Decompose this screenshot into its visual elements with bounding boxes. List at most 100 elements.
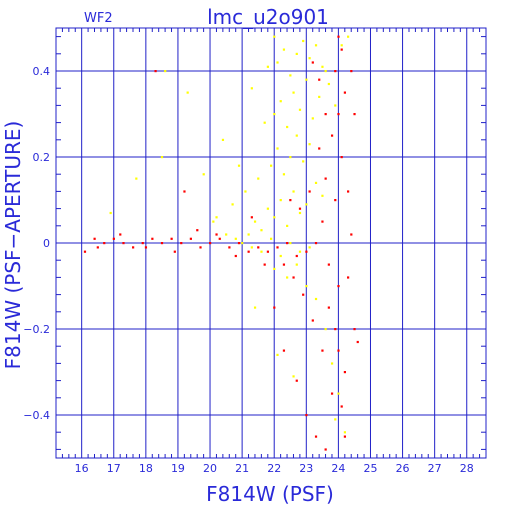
data-point: [340, 156, 343, 159]
x-tick-label: 20: [203, 462, 217, 475]
data-point: [273, 216, 276, 219]
data-point: [170, 237, 173, 240]
data-point: [308, 190, 311, 193]
data-point: [154, 70, 157, 73]
data-point: [311, 319, 314, 322]
data-point: [244, 190, 247, 193]
data-point: [321, 194, 324, 197]
data-point: [337, 392, 340, 395]
data-point: [286, 125, 289, 129]
x-tick-label: 28: [460, 462, 474, 475]
x-tick-label: 19: [171, 462, 185, 475]
x-axis-label: F814W (PSF): [206, 482, 334, 506]
data-point: [270, 164, 273, 167]
data-point: [250, 216, 253, 219]
data-point: [282, 173, 286, 176]
data-point: [298, 250, 302, 253]
points-layer: [83, 35, 359, 451]
y-tick-label: 0.4: [33, 65, 51, 78]
data-point: [282, 349, 286, 352]
plot-frame: [55, 27, 487, 459]
data-point: [234, 254, 237, 258]
data-point: [295, 134, 298, 137]
data-point: [340, 405, 343, 408]
data-point: [292, 190, 295, 193]
data-point: [276, 353, 279, 356]
data-point: [151, 237, 154, 240]
data-point: [135, 177, 138, 180]
data-point: [292, 91, 295, 94]
data-point: [253, 220, 257, 223]
data-point: [282, 48, 286, 51]
data-point: [327, 263, 330, 266]
data-point: [295, 263, 298, 266]
data-point: [160, 156, 164, 159]
data-point: [305, 78, 308, 81]
data-point: [318, 147, 321, 150]
data-point: [298, 211, 302, 215]
data-point: [289, 74, 292, 77]
data-point: [321, 220, 324, 223]
data-point: [228, 246, 231, 249]
data-point: [266, 65, 269, 68]
data-point: [292, 375, 295, 378]
data-point: [279, 254, 282, 258]
data-point: [321, 65, 324, 68]
panel-label: WF2: [84, 11, 113, 26]
y-tick-label: 0.2: [33, 151, 51, 164]
data-point: [276, 246, 279, 249]
data-point: [350, 70, 353, 73]
x-tick-label: 25: [363, 462, 377, 475]
data-point: [334, 199, 337, 202]
data-point: [308, 246, 311, 249]
data-point: [334, 70, 337, 73]
data-point: [337, 349, 340, 352]
data-point: [337, 285, 340, 288]
data-point: [180, 242, 183, 245]
data-point: [141, 242, 144, 245]
data-point: [199, 246, 202, 249]
data-point: [311, 117, 314, 120]
x-tick-label: 17: [107, 462, 121, 475]
data-point: [212, 220, 215, 223]
data-point: [263, 263, 266, 266]
x-tick-label: 16: [75, 462, 89, 475]
data-point: [279, 199, 282, 202]
data-point: [83, 250, 87, 253]
data-point: [103, 242, 106, 245]
x-tick-label: 27: [428, 462, 442, 475]
ticks-layer: [56, 28, 486, 458]
data-point: [311, 61, 314, 64]
data-point: [314, 242, 318, 245]
data-point: [234, 237, 237, 240]
x-tick-label: 26: [396, 462, 410, 475]
data-point: [321, 349, 324, 352]
data-point: [324, 448, 327, 451]
data-point: [305, 414, 308, 417]
data-point: [266, 207, 269, 210]
data-point: [231, 203, 234, 206]
data-point: [330, 362, 334, 365]
data-point: [209, 242, 212, 245]
data-point: [270, 237, 273, 240]
y-tick-label: −0.4: [23, 409, 50, 422]
data-point: [308, 57, 311, 60]
data-point: [302, 39, 305, 43]
data-point: [337, 113, 340, 116]
data-point: [327, 82, 330, 86]
data-point: [298, 108, 302, 111]
data-point: [324, 177, 327, 180]
data-point: [318, 95, 321, 98]
data-point: [302, 160, 305, 163]
data-point: [215, 233, 218, 236]
data-point: [318, 78, 321, 81]
x-tick-label: 18: [139, 462, 153, 475]
data-point: [353, 113, 356, 116]
y-tick-label: 0: [43, 237, 50, 250]
data-point: [314, 181, 318, 184]
data-point: [173, 250, 176, 253]
data-point: [273, 35, 276, 38]
data-point: [225, 233, 228, 236]
